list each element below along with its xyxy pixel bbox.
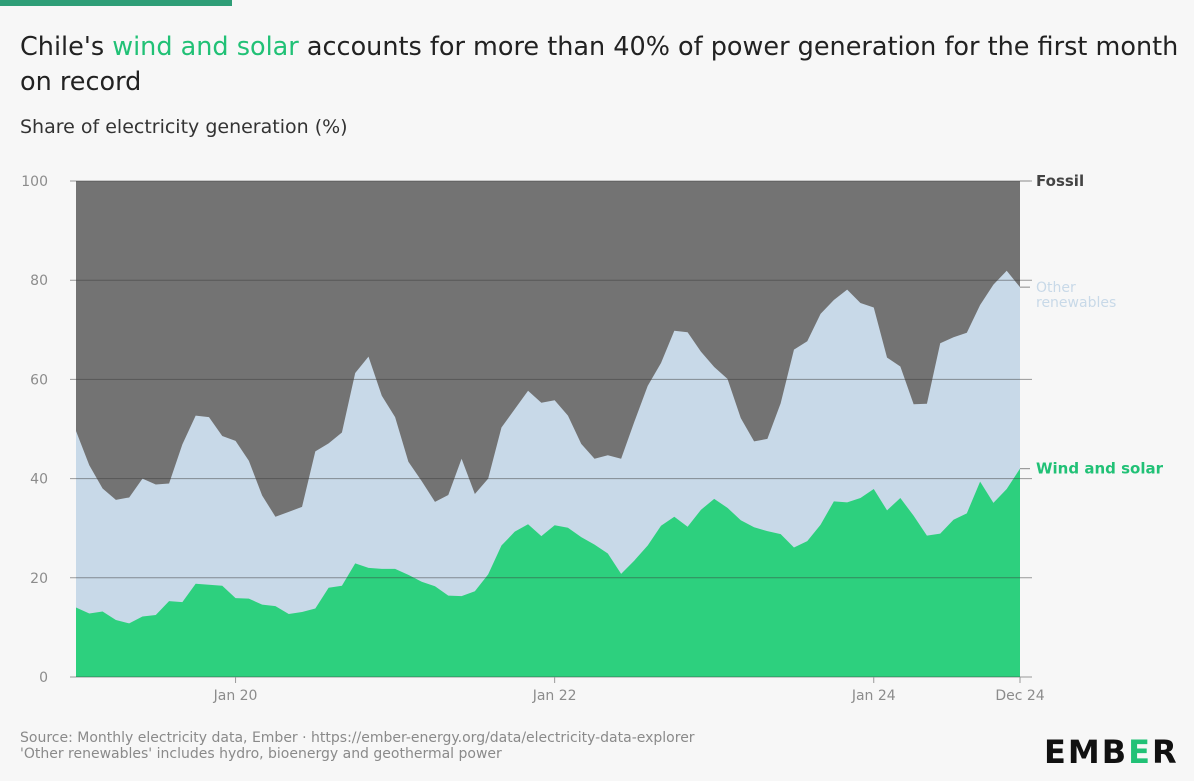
y-tick-label: 60 xyxy=(30,372,48,388)
y-tick-label: 40 xyxy=(30,472,48,488)
x-tick-label: Dec 24 xyxy=(995,688,1044,704)
logo-part: E xyxy=(1128,733,1152,771)
x-tick-label: Jan 24 xyxy=(851,688,896,704)
chart-title: Chile's wind and solar accounts for more… xyxy=(20,30,1180,100)
y-tick-label: 100 xyxy=(21,174,48,190)
y-tick-label: 80 xyxy=(30,273,48,289)
source-note: Source: Monthly electricity data, Ember … xyxy=(20,730,695,746)
logo-part: R xyxy=(1151,733,1179,771)
series-end-label: Wind and solar xyxy=(1036,460,1164,478)
x-tick-label: Jan 22 xyxy=(532,688,577,704)
top-accent-bar xyxy=(0,0,232,6)
definition-note: 'Other renewables' includes hydro, bioen… xyxy=(20,746,502,762)
x-tick-label: Jan 20 xyxy=(213,688,258,704)
series-end-label: Fossil xyxy=(1036,172,1084,190)
area-chart: 0 20 40 60 80 100 Jan 20 Jan 22 Jan 24 Dec 24 Foss… xyxy=(21,172,1164,704)
wind-solar-area xyxy=(76,468,1020,677)
title-highlight: wind and solar xyxy=(112,32,299,62)
chart-subtitle: Share of electricity generation (%) xyxy=(20,116,348,138)
series-end-label: Other renewables xyxy=(1036,280,1116,311)
title-text-end: accounts for more than 40% of power gene… xyxy=(20,32,1179,97)
footer-notes: Source: Monthly electricity data, Ember … xyxy=(20,730,695,762)
y-tick-label: 0 xyxy=(39,670,48,686)
title-text-start: Chile's xyxy=(20,32,113,62)
logo-part: EMB xyxy=(1044,733,1129,771)
y-tick-label: 20 xyxy=(30,571,48,587)
ember-logo: EMBER xyxy=(1044,733,1179,771)
